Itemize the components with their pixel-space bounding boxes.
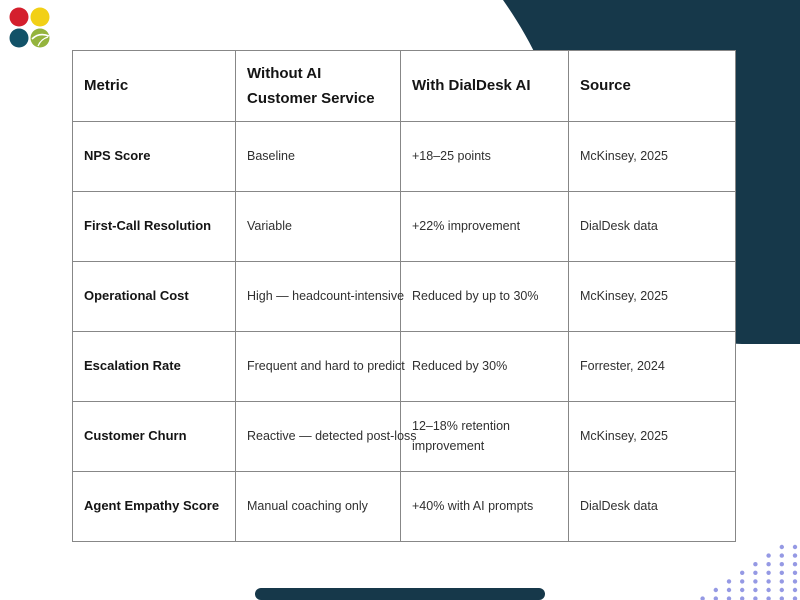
cell-source: McKinsey, 2025: [568, 261, 736, 332]
decor-dot: [753, 596, 758, 600]
decor-dot: [740, 596, 745, 600]
decor-dot: [753, 587, 758, 593]
header-cell-source: Source: [568, 50, 736, 122]
table-row: Customer Churn Reactive — detected post-l…: [72, 401, 736, 472]
header-label: Without AI Customer Service: [247, 64, 375, 108]
decor-dot: [740, 570, 745, 575]
logo-dot-yellow: [30, 7, 50, 27]
table-container: Metric Without AI Customer Service With Di…: [72, 50, 736, 542]
header-cell-metric: Metric: [72, 50, 236, 122]
cell-with-dialdesk-ai: +18–25 points: [400, 121, 569, 192]
header-label: Metric: [84, 77, 129, 95]
decor-dot: [740, 587, 745, 593]
header-label: With DialDesk AI: [412, 77, 531, 95]
cell-without-ai: Manual coaching only: [235, 471, 401, 542]
decor-dot: [753, 562, 758, 567]
cell-without-ai: Variable: [235, 191, 401, 262]
table-body: NPS Score Baseline +18–25 points McKinsey, …: [72, 121, 736, 542]
decor-dot: [740, 579, 745, 584]
decor-dot: [726, 596, 732, 600]
comparison-table: Metric Without AI Customer Service With Di…: [72, 50, 736, 542]
header-cell-with-dialdesk-ai: With DialDesk AI: [400, 50, 569, 122]
decor-dot: [792, 587, 798, 593]
table-row: Escalation Rate Frequent and hard to pred…: [72, 331, 736, 402]
cell-without-ai: High — headcount-intensive: [235, 261, 404, 332]
header-cell-without-ai: Without AI Customer Service: [235, 50, 401, 122]
decor-dot: [700, 596, 705, 600]
cell-metric: Agent Empathy Score: [72, 471, 236, 542]
cell-without-ai: Reactive — detected post-loss: [235, 401, 417, 472]
decor-dot: [792, 562, 798, 567]
decor-dot: [792, 596, 798, 600]
dots-pattern: [700, 544, 798, 600]
header-row: Metric Without AI Customer Service With Di…: [72, 50, 736, 122]
decor-dot: [766, 553, 771, 558]
cell-metric: Escalation Rate: [72, 331, 236, 402]
cell-source: McKinsey, 2025: [568, 401, 736, 472]
decor-dot: [726, 587, 732, 593]
decor-dot: [753, 570, 758, 575]
brand-logo: [9, 7, 50, 48]
decor-dot: [779, 553, 784, 558]
cell-with-dialdesk-ai: Reduced by 30%: [400, 331, 569, 402]
cell-without-ai: Baseline: [235, 121, 401, 192]
decor-dot: [792, 553, 798, 558]
decor-dot: [779, 562, 784, 567]
table-header: Metric Without AI Customer Service With Di…: [72, 50, 736, 122]
logo-dot-teal: [9, 28, 29, 48]
header-label: Source: [580, 77, 631, 95]
decor-dot: [766, 570, 771, 575]
cell-with-dialdesk-ai: Reduced by up to 30%: [400, 261, 569, 332]
table-row: NPS Score Baseline +18–25 points McKinsey, …: [72, 121, 736, 192]
cell-metric: NPS Score: [72, 121, 236, 192]
table-row: Operational Cost High — headcount-intensi…: [72, 261, 736, 332]
table-row: Agent Empathy Score Manual coaching only +…: [72, 471, 736, 542]
decor-dot: [792, 579, 798, 584]
logo-leaf-swirl: [31, 33, 50, 40]
decor-dot: [726, 579, 732, 584]
cell-metric: Customer Churn: [72, 401, 236, 472]
decor-dot: [766, 562, 771, 567]
decor-dot: [779, 570, 784, 575]
decor-dot: [779, 579, 784, 584]
cell-with-dialdesk-ai: 12–18% retention improvement: [400, 401, 569, 472]
decor-dot: [792, 544, 798, 550]
decor-dot: [766, 579, 771, 584]
cell-source: DialDesk data: [568, 471, 736, 542]
decor-dot: [766, 596, 771, 600]
decor-dot: [779, 587, 784, 593]
bottom-scrollbar-thumb[interactable]: [255, 588, 545, 600]
cell-with-dialdesk-ai: +40% with AI prompts: [400, 471, 569, 542]
decor-dot: [779, 596, 784, 600]
cell-without-ai: Frequent and hard to predict: [235, 331, 405, 402]
cell-metric: First-Call Resolution: [72, 191, 236, 262]
decor-dot: [766, 587, 771, 593]
decor-dot: [713, 587, 718, 593]
logo-leaf-swirl: [37, 36, 49, 47]
table-row: First-Call Resolution Variable +22% improv…: [72, 191, 736, 262]
cell-source: Forrester, 2024: [568, 331, 736, 402]
logo-dot-green: [30, 28, 50, 48]
cell-source: DialDesk data: [568, 191, 736, 262]
logo-dot-red: [9, 7, 29, 27]
cell-metric: Operational Cost: [72, 261, 236, 332]
decor-dot: [779, 544, 784, 550]
decor-dot: [753, 579, 758, 584]
cell-with-dialdesk-ai: +22% improvement: [400, 191, 569, 262]
decor-dot: [792, 570, 798, 575]
cell-source: McKinsey, 2025: [568, 121, 736, 192]
decor-dot: [713, 596, 718, 600]
